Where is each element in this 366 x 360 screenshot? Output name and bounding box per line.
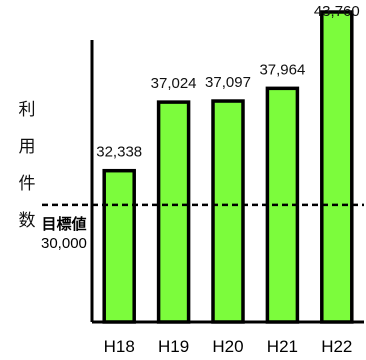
value-labels-layer: 32,338 37,024 37,097 37,964 43,760 bbox=[96, 3, 359, 161]
value-label-H22: 43,760 bbox=[314, 3, 360, 20]
bar-H22 bbox=[320, 10, 354, 324]
bar-H19 bbox=[156, 100, 191, 324]
y-axis-label: 利用件数 bbox=[18, 100, 36, 231]
value-label-H20: 37,097 bbox=[205, 74, 251, 91]
value-label-H19: 37,024 bbox=[151, 75, 197, 92]
bar-H20 bbox=[211, 99, 245, 324]
x-tick-label-H21: H21 bbox=[267, 337, 298, 356]
value-label-H18: 32,338 bbox=[96, 144, 142, 161]
target-value-text: 30,000 bbox=[41, 235, 87, 252]
x-tick-label-H20: H20 bbox=[212, 337, 243, 356]
bars-layer bbox=[102, 10, 354, 324]
x-tick-label-H19: H19 bbox=[158, 337, 189, 356]
target-label-text: 目標値 bbox=[41, 215, 87, 233]
x-tick-label-H22: H22 bbox=[321, 337, 352, 356]
bar-H18 bbox=[102, 168, 136, 324]
value-label-H21: 37,964 bbox=[259, 61, 305, 78]
x-tick-labels-layer: H18 H19 H20 H21 H22 bbox=[104, 337, 353, 356]
target-label: 目標値 30,000 bbox=[38, 214, 90, 254]
x-tick-label-H18: H18 bbox=[104, 337, 135, 356]
